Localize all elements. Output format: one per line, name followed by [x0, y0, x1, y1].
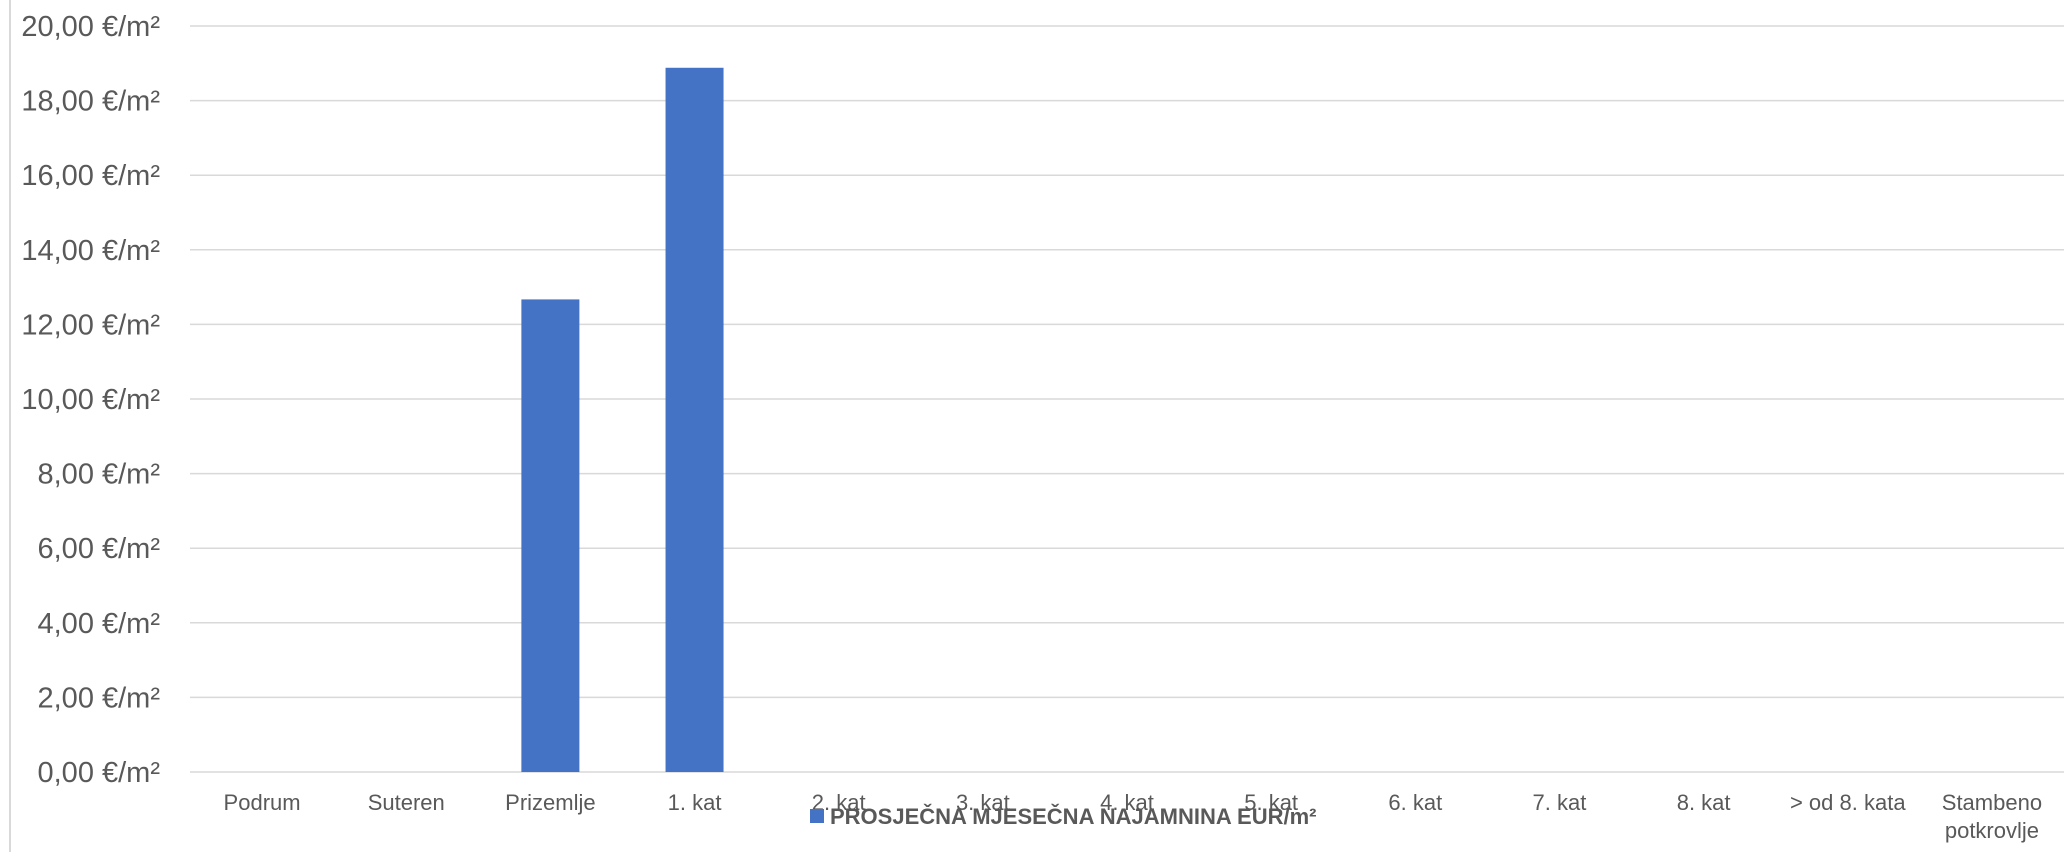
x-tick-label: Stambeno potkrovlje [1942, 790, 2042, 843]
y-tick-label: 8,00 €/m² [38, 459, 161, 491]
x-tick-label: 6. kat [1388, 790, 1442, 815]
y-tick-label: 4,00 €/m² [38, 608, 161, 640]
y-tick-label: 16,00 €/m² [21, 160, 160, 192]
x-tick-label: 4. kat [1100, 790, 1154, 815]
legend-label: PROSJEČNA MJESEČNA NAJAMNINA EUR/m² [830, 804, 1317, 829]
x-tick-label: 7. kat [1533, 790, 1587, 815]
x-tick-label: Podrum [224, 790, 301, 815]
y-tick-label: 18,00 €/m² [21, 86, 160, 118]
x-tick-label: Suteren [368, 790, 445, 815]
x-tick-label: 8. kat [1677, 790, 1731, 815]
x-tick-label: > od 8. kata [1790, 790, 1906, 815]
gridlines [190, 25, 2064, 773]
y-tick-label: 2,00 €/m² [38, 682, 161, 714]
y-tick-label: 14,00 €/m² [21, 235, 160, 267]
y-axis-ticks: 0,00 €/m² 2,00 €/m² 4,00 €/m² 6,00 €/m² 8,00… [21, 11, 160, 789]
y-tick-label: 20,00 €/m² [21, 11, 160, 43]
y-tick-label: 0,00 €/m² [38, 757, 161, 789]
y-tick-label: 6,00 €/m² [38, 533, 161, 565]
y-tick-label: 12,00 €/m² [21, 309, 160, 341]
bar [665, 67, 724, 772]
x-tick-label: 3. kat [956, 790, 1010, 815]
y-tick-label: 10,00 €/m² [21, 384, 160, 416]
bar [521, 299, 580, 772]
x-tick-label: Prizemlje [505, 790, 595, 815]
x-tick-label: 5. kat [1244, 790, 1298, 815]
bars [521, 67, 724, 772]
x-tick-label: 1. kat [668, 790, 722, 815]
x-axis-ticks: Podrum Suteren Prizemlje 1. kat 2. kat 3. kat… [224, 790, 2043, 843]
legend: PROSJEČNA MJESEČNA NAJAMNINA EUR/m² [810, 804, 1317, 829]
legend-swatch [810, 809, 824, 823]
